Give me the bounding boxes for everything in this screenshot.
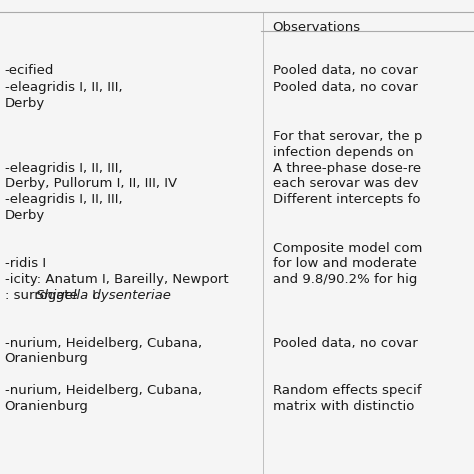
Text: matrix with distinctio: matrix with distinctio	[273, 400, 414, 412]
Text: Derby: Derby	[5, 209, 45, 221]
Text: -nurium, Heidelberg, Cubana,: -nurium, Heidelberg, Cubana,	[5, 337, 202, 349]
Text: A three-phase dose-re: A three-phase dose-re	[273, 162, 420, 174]
Text: infection depends on: infection depends on	[273, 146, 413, 159]
Text: Random effects specif: Random effects specif	[273, 384, 421, 397]
Text: -eleagridis I, II, III,: -eleagridis I, II, III,	[5, 81, 122, 93]
Text: Oranienburg: Oranienburg	[5, 352, 89, 365]
Text: Shigella dysenteriae: Shigella dysenteriae	[36, 289, 171, 301]
Text: -ecified: -ecified	[5, 64, 54, 77]
Text: -icity: Anatum I, Bareilly, Newport: -icity: Anatum I, Bareilly, Newport	[5, 273, 228, 286]
Text: Observations: Observations	[273, 21, 361, 34]
Text: each serovar was dev: each serovar was dev	[273, 177, 418, 190]
Text: Composite model com: Composite model com	[273, 242, 422, 255]
Text: Derby: Derby	[5, 97, 45, 110]
Text: Oranienburg: Oranienburg	[5, 400, 89, 412]
Text: : surrogate: : surrogate	[5, 289, 82, 301]
Text: Derby, Pullorum I, II, III, IV: Derby, Pullorum I, II, III, IV	[5, 177, 177, 190]
Text: and 9.8/90.2% for hig: and 9.8/90.2% for hig	[273, 273, 417, 286]
Text: For that serovar, the p: For that serovar, the p	[273, 130, 422, 143]
Text: for low and moderate: for low and moderate	[273, 257, 417, 270]
Text: -eleagridis I, II, III,: -eleagridis I, II, III,	[5, 162, 122, 174]
Text: I: I	[88, 289, 96, 301]
Text: -ridis I: -ridis I	[5, 257, 46, 270]
Text: -nurium, Heidelberg, Cubana,: -nurium, Heidelberg, Cubana,	[5, 384, 202, 397]
Text: Different intercepts fo: Different intercepts fo	[273, 193, 420, 206]
Text: Pooled data, no covar: Pooled data, no covar	[273, 337, 417, 349]
Text: Pooled data, no covar: Pooled data, no covar	[273, 64, 417, 77]
Text: Pooled data, no covar: Pooled data, no covar	[273, 81, 417, 93]
Text: -eleagridis I, II, III,: -eleagridis I, II, III,	[5, 193, 122, 206]
